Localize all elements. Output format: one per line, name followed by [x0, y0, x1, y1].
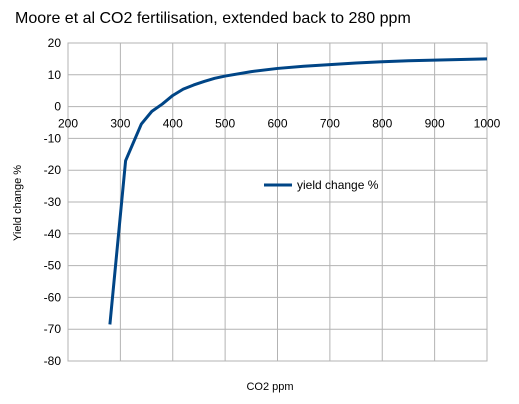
- x-tick-label: 700: [320, 117, 340, 131]
- y-tick-label: -10: [44, 131, 62, 145]
- x-tick-labels: 200 300 400 500 600 700 800 900 1000: [58, 117, 501, 131]
- x-tick-label: 600: [267, 117, 287, 131]
- y-tick-label: 0: [54, 100, 61, 114]
- x-tick-label: 1000: [474, 117, 501, 131]
- series-line: [108, 57, 488, 325]
- y-tick-label: 10: [48, 68, 62, 82]
- legend-label: yield change %: [297, 178, 379, 192]
- y-tick-label: -30: [44, 195, 62, 209]
- legend: yield change %: [264, 178, 379, 192]
- x-tick-label: 800: [372, 117, 392, 131]
- series-layer: [108, 57, 488, 325]
- y-tick-label: -20: [44, 163, 62, 177]
- y-tick-label: -80: [44, 354, 62, 368]
- x-tick-label: 900: [425, 117, 445, 131]
- x-tick-label: 500: [215, 117, 235, 131]
- y-tick-labels: 20 10 0 -10 -20 -30 -40 -50 -60 -70 -80: [44, 36, 62, 368]
- y-axis-label: Yield change %: [12, 165, 24, 241]
- x-tick-label: 300: [110, 117, 130, 131]
- y-tick-label: 20: [48, 36, 62, 50]
- x-tick-label: 400: [163, 117, 183, 131]
- x-axis-label: CO2 ppm: [246, 381, 293, 393]
- chart-title: Moore et al CO2 fertilisation, extended …: [15, 10, 411, 27]
- y-tick-label: -70: [44, 322, 62, 336]
- y-tick-label: -50: [44, 259, 62, 273]
- y-tick-label: -60: [44, 290, 62, 304]
- x-tick-label: 200: [58, 117, 78, 131]
- grid: [67, 42, 488, 362]
- y-tick-label: -40: [44, 227, 62, 241]
